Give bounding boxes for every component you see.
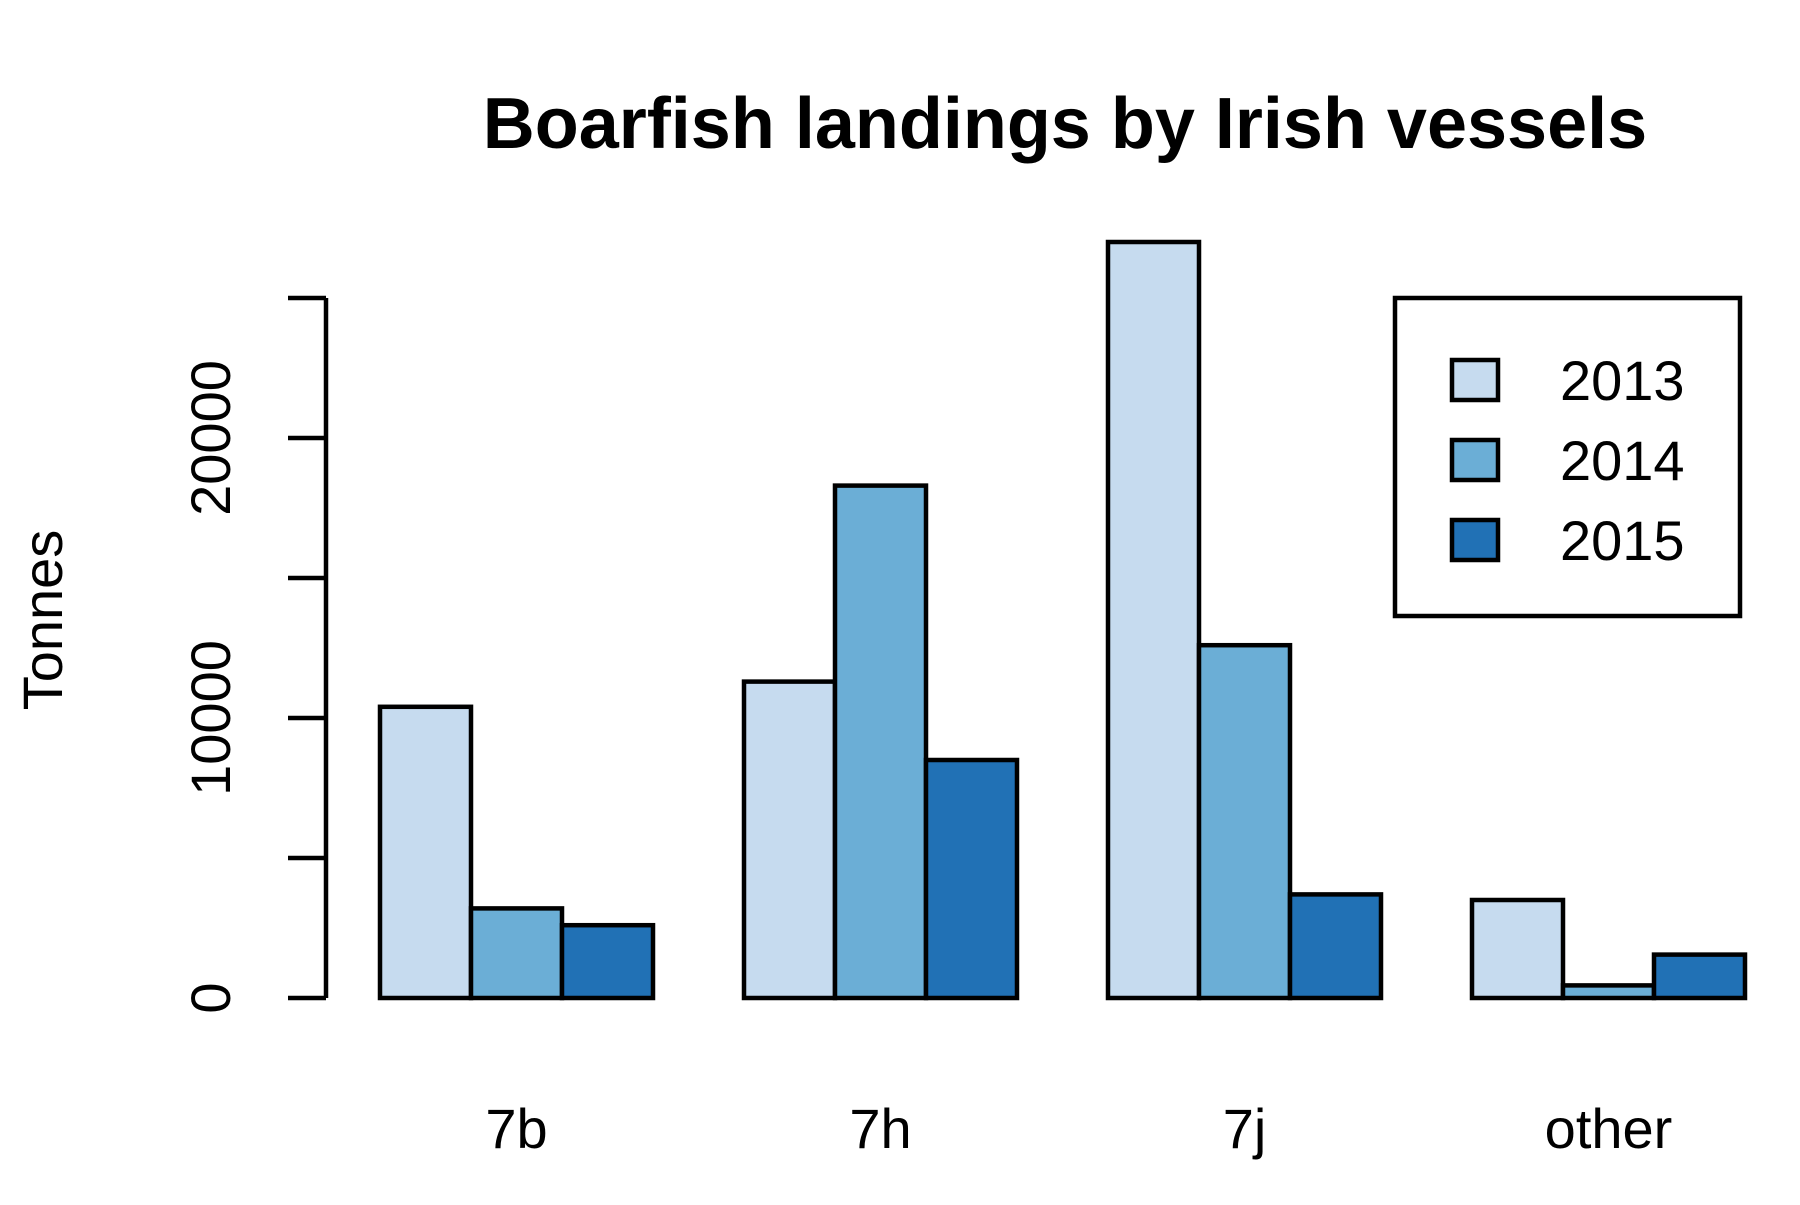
y-tick-label: 20000 bbox=[179, 360, 242, 516]
x-category-label: 7h bbox=[849, 1097, 911, 1160]
y-axis: 0 10000 20000 bbox=[179, 295, 329, 1014]
legend-swatch bbox=[1449, 517, 1501, 563]
legend: 2013 2014 2015 bbox=[1392, 295, 1743, 619]
category-labels: 7b 7h 7j other bbox=[485, 1097, 1672, 1160]
bar-7h-2013 bbox=[741, 679, 838, 1001]
x-category-label: other bbox=[1545, 1097, 1673, 1160]
bar-other-2013 bbox=[1469, 897, 1566, 1001]
bar-7h-2015 bbox=[923, 757, 1020, 1001]
legend-label: 2015 bbox=[1560, 509, 1685, 572]
bar-7j-2014 bbox=[1196, 642, 1293, 1001]
legend-swatch bbox=[1449, 357, 1501, 403]
bar-7h-2014 bbox=[832, 483, 929, 1001]
bar-7b-2015 bbox=[559, 922, 656, 1001]
bar-7j-2015 bbox=[1287, 892, 1384, 1001]
y-axis-label: Tonnes bbox=[11, 530, 74, 711]
chart-title: Boarfish landings by Irish vessels bbox=[483, 84, 1647, 164]
legend-label: 2013 bbox=[1560, 349, 1685, 412]
bar-other-2014 bbox=[1560, 983, 1657, 1001]
bar-other-2015 bbox=[1651, 952, 1748, 1001]
bar-7b-2014 bbox=[468, 906, 565, 1001]
y-tick-label: 10000 bbox=[179, 640, 242, 796]
legend-swatch bbox=[1449, 437, 1501, 483]
bar-7b-2013 bbox=[377, 704, 474, 1001]
y-tick-label: 0 bbox=[179, 982, 242, 1013]
x-category-label: 7b bbox=[485, 1097, 547, 1160]
bars-group bbox=[377, 239, 1748, 1001]
x-category-label: 7j bbox=[1223, 1097, 1267, 1160]
bar-7j-2013 bbox=[1105, 239, 1202, 1001]
legend-label: 2014 bbox=[1560, 429, 1685, 492]
